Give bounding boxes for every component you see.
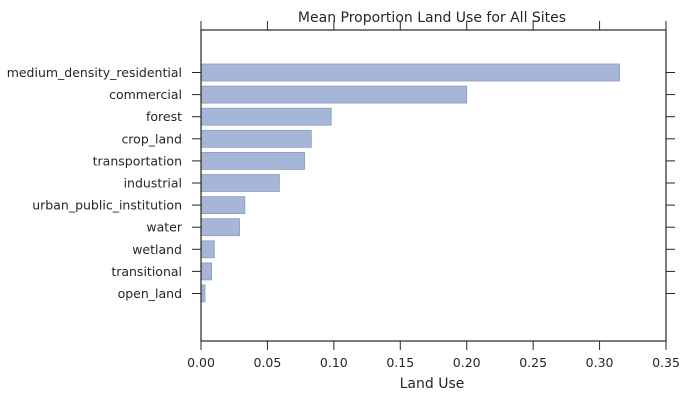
y-tick-label: urban_public_institution	[32, 198, 182, 213]
bar-transitional	[200, 262, 213, 281]
bar-forest	[200, 107, 332, 126]
bar-commercial	[200, 85, 468, 104]
bar-wetland	[200, 240, 215, 259]
y-tick-label: open_land	[118, 286, 182, 301]
y-tick-label: forest	[146, 109, 182, 124]
bar-industrial	[200, 174, 280, 192]
y-tick-label: crop_land	[121, 131, 182, 146]
bar-urban-public-institution	[200, 196, 246, 215]
x-tick-label: 0.15	[386, 355, 414, 370]
x-tick-label: 0.00	[187, 355, 215, 370]
x-tick-label: 0.10	[320, 355, 348, 370]
y-tick-label: transitional	[111, 264, 182, 279]
x-tick-label: 0.35	[652, 355, 680, 370]
bar-medium-density-residential	[200, 63, 620, 82]
x-tick-label: 0.05	[254, 355, 282, 370]
axes-group: medium_density_residential commercial fore…	[7, 21, 680, 370]
y-tick-label: water	[146, 220, 182, 235]
x-tick-label: 0.30	[586, 355, 614, 370]
bar-crop-land	[200, 129, 312, 148]
bar-transportation	[200, 151, 306, 170]
bar-water	[200, 218, 240, 237]
y-tick-label: commercial	[109, 87, 182, 102]
bars-group	[200, 63, 620, 303]
x-tick-label: 0.25	[519, 355, 547, 370]
plot-frame	[200, 29, 667, 342]
y-tick-label: transportation	[93, 153, 182, 168]
y-tick-label: industrial	[124, 176, 182, 191]
x-axis-label: Land Use	[400, 376, 465, 392]
y-tick-label: wetland	[132, 242, 182, 257]
y-tick-label: medium_density_residential	[7, 65, 182, 80]
chart-title: Mean Proportion Land Use for All Sites	[298, 10, 566, 26]
x-tick-label: 0.20	[453, 355, 481, 370]
